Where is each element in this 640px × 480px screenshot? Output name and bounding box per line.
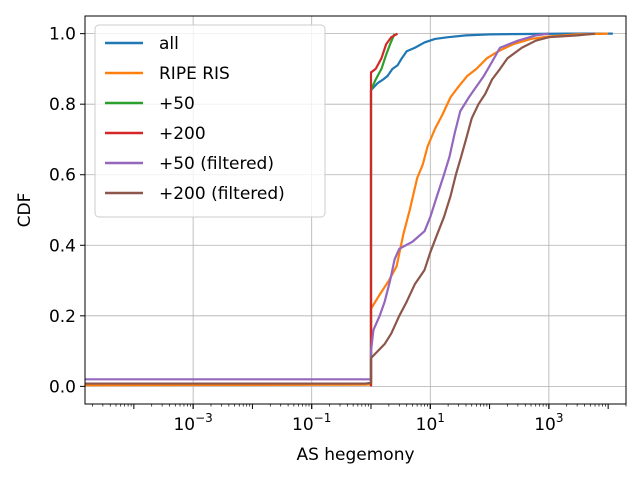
y-tick-label: 0.8 <box>49 95 76 115</box>
x-tick-label: 10−1 <box>292 411 331 435</box>
x-tick-base: 10 <box>292 415 314 435</box>
plot-frame <box>84 15 627 405</box>
series-line-5 <box>85 32 596 385</box>
legend-label: +200 <box>159 124 206 144</box>
x-tick-base: 10 <box>416 415 438 435</box>
series-line-1 <box>84 32 609 387</box>
series-line-4 <box>85 32 550 381</box>
y-tick-label: 0.0 <box>49 377 76 397</box>
x-tick-label: 103 <box>534 411 563 435</box>
y-tick-label: 1.0 <box>49 25 76 45</box>
y-tick-label: 0.4 <box>49 236 76 256</box>
legend: all RIPE RIS +50 +200 +50 (filtered) +200 (fi… <box>94 24 326 218</box>
x-tick-exponent: 3 <box>556 411 564 425</box>
y-tick-label: 0.2 <box>49 307 76 327</box>
x-axis-label: AS hegemony <box>296 445 414 465</box>
legend-label: RIPE RIS <box>159 64 230 84</box>
legend-box <box>94 24 326 218</box>
x-tick-base: 10 <box>534 415 556 435</box>
legend-label: +50 <box>159 94 195 114</box>
x-tick-label: 10−3 <box>173 411 212 435</box>
x-tick-base: 10 <box>173 415 195 435</box>
series-line-3 <box>369 32 399 387</box>
y-tick-label: 0.6 <box>49 166 76 186</box>
legend-label: all <box>159 34 179 54</box>
x-tick-exponent: −3 <box>195 411 213 425</box>
series-lines <box>84 32 613 387</box>
x-tick-label: 101 <box>416 411 445 435</box>
legend-label: +200 (filtered) <box>159 184 285 204</box>
x-tick-exponent: 1 <box>437 411 445 425</box>
y-axis-label: CDF <box>15 193 35 228</box>
x-tick-exponent: −1 <box>314 411 332 425</box>
legend-label: +50 (filtered) <box>159 154 274 174</box>
